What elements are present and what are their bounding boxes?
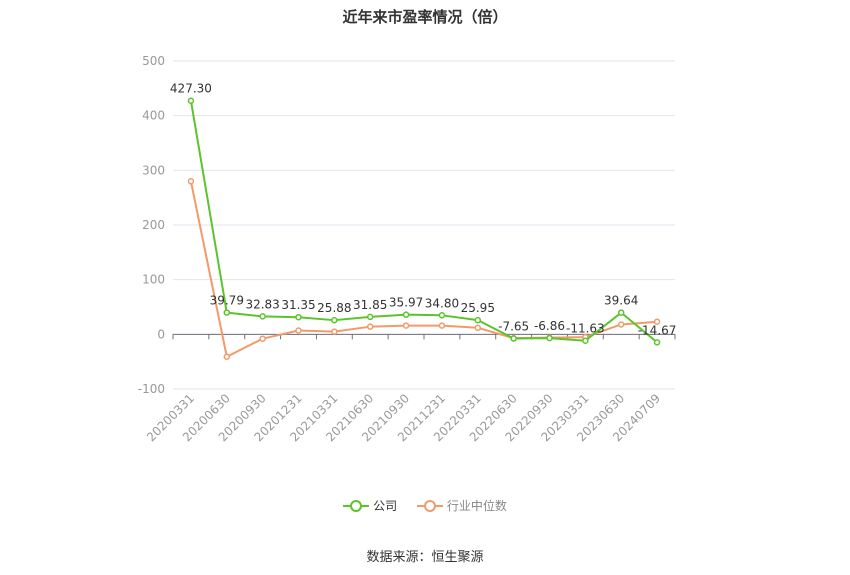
- data-label: 35.97: [389, 296, 423, 310]
- data-point-company[interactable]: [617, 309, 625, 316]
- data-point-industry-median[interactable]: [438, 322, 446, 329]
- legend-marker-company: [343, 499, 370, 512]
- chart-title: 近年来市盈率情况（倍）: [342, 8, 508, 26]
- legend-label-company: 公司: [373, 499, 398, 513]
- data-point-company[interactable]: [582, 337, 589, 344]
- data-label: 31.85: [353, 298, 387, 312]
- y-tick-label: -100: [138, 382, 165, 396]
- data-label: 34.80: [425, 296, 459, 310]
- data-label: 39.79: [210, 294, 244, 308]
- grid-lines: [173, 60, 675, 390]
- data-point-company[interactable]: [653, 339, 661, 346]
- data-point-company[interactable]: [223, 309, 231, 316]
- y-tick-label: 200: [142, 218, 165, 232]
- series-line-company: [189, 100, 658, 344]
- data-point-company[interactable]: [474, 316, 482, 324]
- legend: 公司 行业中位数: [0, 497, 850, 516]
- y-tick-label: 300: [142, 163, 165, 177]
- data-point-industry-median[interactable]: [187, 178, 195, 185]
- data-label: -7.65: [498, 320, 529, 334]
- data-point-company[interactable]: [187, 97, 195, 104]
- data-label: 39.64: [604, 294, 638, 308]
- y-tick-label: 400: [142, 109, 165, 123]
- data-label: 25.88: [317, 301, 351, 315]
- data-point-industry-median[interactable]: [259, 335, 266, 342]
- data-point-industry-median[interactable]: [295, 327, 302, 334]
- legend-marker-industry-median: [416, 499, 443, 512]
- data-point-industry-median[interactable]: [366, 323, 374, 330]
- data-label: 25.95: [461, 301, 495, 315]
- data-label: -14.67: [638, 323, 677, 337]
- data-point-industry-median[interactable]: [223, 353, 231, 360]
- y-tick-label: 100: [142, 273, 165, 287]
- data-point-industry-median[interactable]: [653, 318, 661, 326]
- legend-item-company[interactable]: 公司: [343, 497, 397, 514]
- data-point-company[interactable]: [259, 313, 266, 320]
- series-line-industry-median: [189, 181, 658, 358]
- y-axis-ticks: -100 0 100 200 300 400 500: [138, 54, 165, 396]
- data-label: -11.63: [566, 322, 605, 336]
- y-tick-label: 0: [157, 327, 165, 341]
- data-point-industry-median[interactable]: [402, 322, 410, 329]
- data-point-industry-median[interactable]: [331, 328, 338, 335]
- data-labels: 427.30 39.79 32.83 31.35 25.88 31.85 35.97 34.8…: [170, 82, 676, 338]
- data-label: 32.83: [245, 297, 279, 311]
- data-point-company[interactable]: [295, 313, 302, 321]
- data-point-company[interactable]: [402, 311, 410, 318]
- data-point-company[interactable]: [546, 334, 553, 342]
- data-point-industry-median[interactable]: [474, 324, 482, 332]
- legend-label-industry-median: 行业中位数: [446, 499, 507, 513]
- y-tick-label: 500: [142, 54, 165, 68]
- data-point-company[interactable]: [331, 316, 338, 324]
- data-point-company[interactable]: [510, 335, 517, 342]
- data-point-company[interactable]: [366, 313, 374, 321]
- data-source: 数据来源：恒生聚源: [366, 550, 484, 565]
- series-lines: [187, 97, 661, 360]
- data-point-industry-median[interactable]: [617, 321, 625, 328]
- data-label: 427.30: [170, 82, 212, 96]
- data-label: -6.86: [534, 319, 565, 333]
- data-label: 31.35: [281, 298, 315, 312]
- data-point-company[interactable]: [438, 312, 446, 319]
- legend-item-industry-median[interactable]: 行业中位数: [416, 497, 507, 514]
